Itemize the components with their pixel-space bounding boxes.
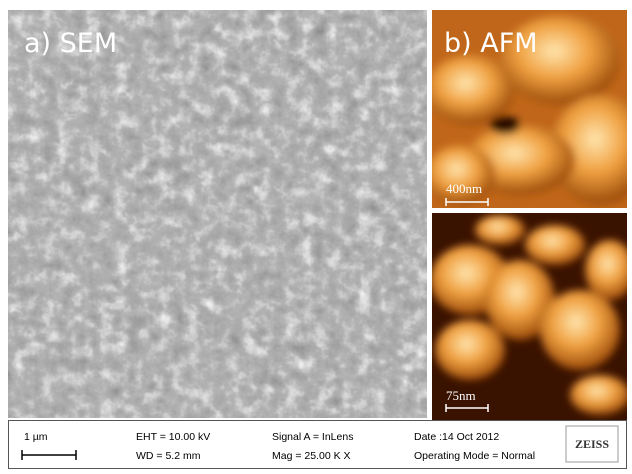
afm-bottom-scale: 75nm	[446, 388, 476, 403]
afm-label: b) AFM	[444, 28, 538, 59]
sem-label: a) SEM	[24, 28, 117, 59]
sem-image: a) SEM	[8, 10, 427, 418]
info-eht: EHT = 10.00 kV	[136, 431, 210, 443]
info-bar: 1 µm EHT = 10.00 kV WD = 5.2 mm Signal A…	[9, 421, 627, 469]
afm-bottom-image: 75nm	[430, 213, 632, 420]
afm-top-scale: 400nm	[446, 181, 482, 196]
info-mode: Operating Mode = Normal	[414, 450, 535, 462]
info-scale: 1 µm	[24, 431, 48, 443]
info-date: Date :14 Oct 2012	[414, 431, 499, 443]
afm-top-image: b) AFM 400nm	[425, 10, 632, 208]
info-signal: Signal A = InLens	[272, 431, 353, 443]
info-mag: Mag = 25.00 K X	[272, 450, 351, 462]
zeiss-logo: ZEISS	[575, 437, 609, 451]
info-wd: WD = 5.2 mm	[136, 450, 201, 462]
figure: a) SEM b) AFM 400nm 75nm	[0, 0, 632, 474]
